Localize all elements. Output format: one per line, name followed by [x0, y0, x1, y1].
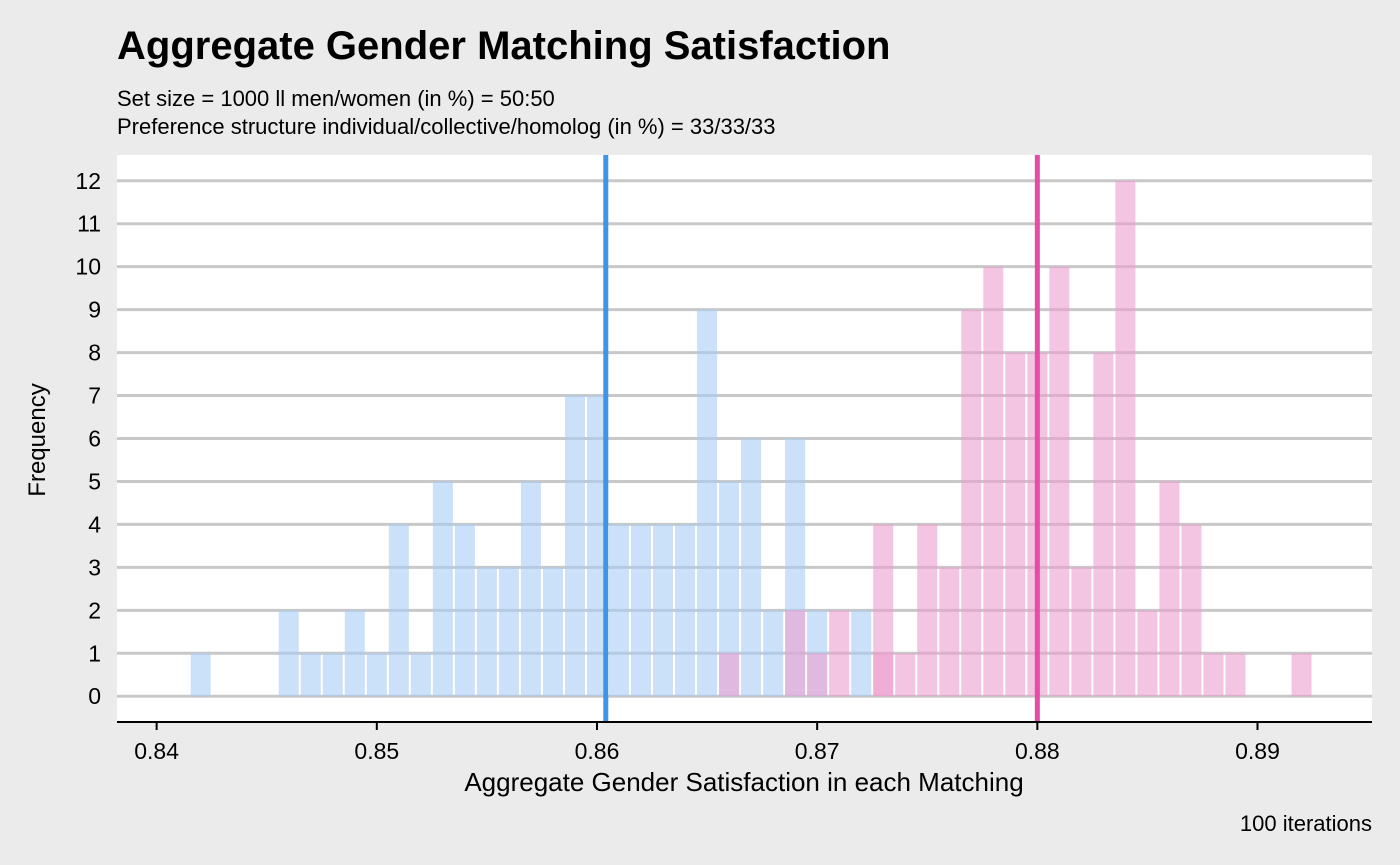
histogram-bar-series-1-3 [322, 653, 343, 697]
histogram-bar-series-2-5 [873, 653, 894, 697]
histogram-bar-series-2-10 [983, 266, 1004, 697]
histogram-bar-series-2-14 [1071, 567, 1092, 697]
histogram-bar-series-1-15 [586, 395, 607, 697]
histogram-bar-series-1-16 [608, 524, 630, 697]
histogram-bar-series-1-2 [300, 653, 321, 697]
histogram-bar-series-2-0 [719, 653, 740, 697]
y-tick-label-10: 10 [75, 254, 101, 280]
histogram-bar-series-1-21 [719, 481, 740, 697]
histogram-bar-series-2-15 [1093, 352, 1114, 697]
chart-caption: 100 iterations [1239, 811, 1372, 836]
y-axis-label: Frequency [24, 383, 51, 497]
x-axis-label: Aggregate Gender Satisfaction in each Ma… [464, 767, 1024, 797]
histogram-bar-series-2-21 [1225, 653, 1246, 697]
histogram-bar-series-1-5 [366, 653, 387, 697]
histogram-bar-series-1-13 [542, 567, 563, 697]
histogram-bar-series-2-16 [1115, 180, 1136, 697]
histogram-bar-series-2-1 [785, 610, 806, 697]
y-tick-label-12: 12 [75, 168, 101, 194]
histogram-bar-series-1-20 [697, 309, 718, 697]
histogram-bar-series-1-6 [388, 524, 409, 697]
x-tick-label-0.88: 0.88 [1015, 738, 1060, 764]
histogram-bar-series-1-14 [564, 395, 585, 697]
y-tick-label-7: 7 [88, 383, 101, 409]
histogram-bar-series-2-8 [939, 567, 960, 697]
histogram-bar-series-2-17 [1137, 610, 1158, 697]
histogram-bar-series-2-9 [961, 309, 982, 697]
histogram-bar-series-1-7 [410, 653, 431, 697]
histogram-bar-series-1-0 [190, 653, 211, 697]
y-tick-label-9: 9 [88, 297, 101, 323]
histogram-bar-series-1-4 [344, 610, 365, 697]
histogram-bar-series-1-22 [741, 438, 762, 697]
histogram-bar-series-2-7 [917, 524, 938, 697]
y-tick-label-6: 6 [88, 426, 101, 452]
histogram-bar-series-1-17 [631, 524, 652, 697]
y-tick-label-0: 0 [88, 683, 101, 709]
histogram-bar-series-1-11 [498, 567, 519, 697]
histogram-bar-series-2-13 [1049, 266, 1070, 697]
histogram-bar-series-2-19 [1181, 524, 1202, 697]
x-tick-label-0.84: 0.84 [134, 738, 179, 764]
histogram-bar-series-1-10 [476, 567, 497, 697]
y-tick-label-5: 5 [88, 468, 101, 494]
histogram-bar-series-2-2 [807, 653, 828, 697]
y-tick-label-3: 3 [88, 554, 101, 580]
histogram-bar-series-1-8 [432, 481, 453, 697]
histogram-bar-series-1-23 [763, 610, 784, 697]
x-tick-label-0.86: 0.86 [575, 738, 620, 764]
histogram-bar-series-2-11 [1005, 352, 1026, 697]
y-tick-label-11: 11 [77, 211, 101, 237]
histogram-bar-series-1-9 [454, 524, 475, 697]
histogram-bar-series-2-18 [1159, 481, 1180, 697]
histogram-bar-series-1-19 [675, 524, 696, 697]
chart-subtitle-line-2: Preference structure individual/collecti… [117, 114, 776, 139]
histogram-bar-series-1-12 [520, 481, 541, 697]
y-tick-label-1: 1 [88, 640, 101, 666]
y-tick-label-8: 8 [88, 340, 101, 366]
y-tick-label-2: 2 [88, 597, 101, 623]
chart-subtitle-line-1: Set size = 1000 ll men/women (in %) = 50… [117, 86, 555, 111]
histogram-bar-series-2-20 [1203, 653, 1224, 697]
histogram-bar-series-1-26 [851, 610, 872, 697]
histogram-bar-series-1-18 [653, 524, 674, 697]
chart-title: Aggregate Gender Matching Satisfaction [117, 24, 891, 68]
x-tick-label-0.89: 0.89 [1235, 738, 1280, 764]
y-tick-label-4: 4 [88, 511, 101, 537]
histogram-bar-series-2-22 [1291, 653, 1312, 697]
histogram-bar-series-1-1 [278, 610, 299, 697]
histogram-bar-series-2-3 [829, 610, 850, 697]
x-tick-label-0.87: 0.87 [795, 738, 840, 764]
x-tick-label-0.85: 0.85 [354, 738, 399, 764]
histogram-bar-series-2-6 [895, 653, 916, 697]
